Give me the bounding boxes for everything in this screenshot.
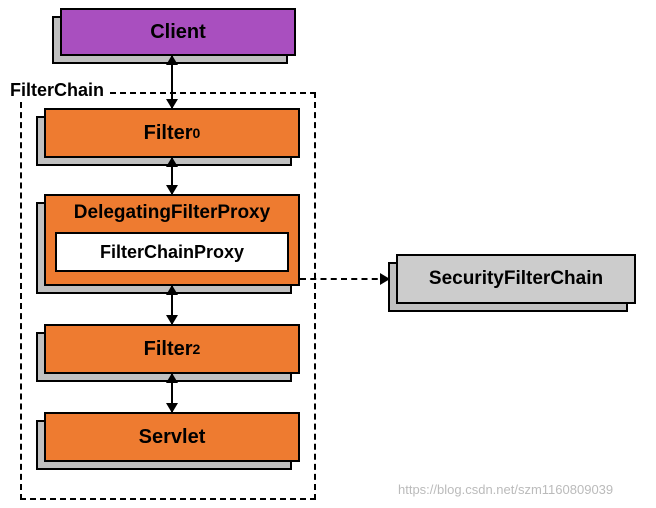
filterchain-label: FilterChain: [8, 80, 106, 101]
filter0-label: Filter: [144, 122, 193, 145]
filterchainproxy-node: FilterChainProxy: [55, 232, 289, 272]
arrow-proxy-security: [300, 278, 388, 280]
servlet-node: Servlet: [44, 412, 300, 462]
filter0-subscript: 0: [193, 125, 201, 141]
arrow-filter0-delegating: [171, 158, 173, 194]
arrow-delegating-filter2: [171, 286, 173, 324]
filter2-subscript: 2: [193, 341, 201, 357]
delegating-label: DelegatingFilterProxy: [74, 202, 270, 224]
filter2-node: Filter2: [44, 324, 300, 374]
arrow-client-filter0: [171, 56, 173, 108]
filter2-label: Filter: [144, 338, 193, 361]
client-node: Client: [60, 8, 296, 56]
security-node: SecurityFilterChain: [396, 254, 636, 304]
arrow-filter2-servlet: [171, 374, 173, 412]
filter0-node: Filter0: [44, 108, 300, 158]
delegating-node: DelegatingFilterProxy FilterChainProxy: [44, 194, 300, 286]
filterchainproxy-label: FilterChainProxy: [100, 242, 244, 263]
watermark-text: https://blog.csdn.net/szm1160809039: [398, 482, 613, 497]
